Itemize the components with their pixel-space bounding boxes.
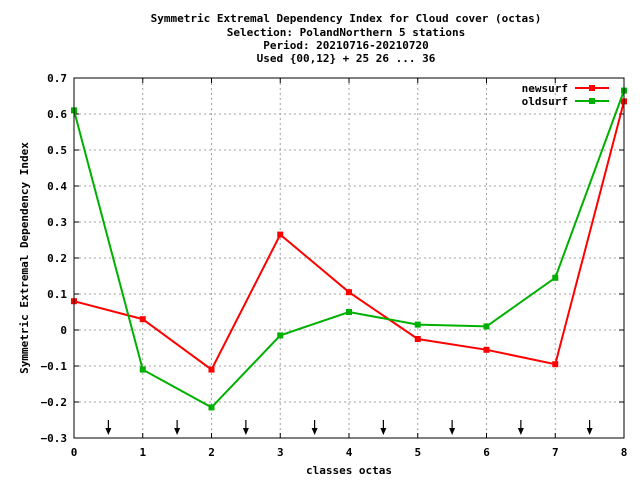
x-tick-label: 1 [139, 446, 146, 459]
x-tick-label: 8 [621, 446, 628, 459]
y-tick-label: 0.2 [47, 252, 67, 265]
y-tick-label: −0.3 [41, 432, 68, 445]
data-point-oldsurf [483, 323, 490, 330]
down-arrow-marker [380, 420, 387, 435]
legend-swatch-marker [589, 98, 595, 104]
y-tick-label: −0.1 [41, 360, 68, 373]
x-tick-label: 5 [414, 446, 421, 459]
data-point-newsurf [346, 289, 352, 296]
x-tick-label: 3 [277, 446, 284, 459]
y-tick-label: 0.5 [47, 144, 67, 157]
down-arrow-marker [311, 420, 318, 435]
data-point-newsurf [277, 231, 284, 238]
y-tick-label: 0.4 [47, 180, 67, 193]
y-tick-label: 0 [60, 324, 67, 337]
chart-title: Symmetric Extremal Dependency Index for … [151, 12, 542, 65]
legend-entry-newsurf: newsurf [522, 82, 609, 95]
data-point-oldsurf [277, 332, 284, 339]
y-axis-label: Symmetric Extremal Dependency Index [18, 142, 31, 374]
y-tick-label: 0.3 [47, 216, 67, 229]
data-point-newsurf [208, 366, 215, 373]
down-arrow-marker [586, 420, 593, 435]
data-point-newsurf [139, 316, 146, 323]
down-arrow-marker [449, 420, 456, 435]
x-axis-label: classes octas [306, 464, 392, 477]
x-tick-label: 7 [552, 446, 559, 459]
legend-label: newsurf [522, 82, 568, 95]
legend-entry-oldsurf: oldsurf [522, 95, 609, 108]
data-point-newsurf [414, 336, 421, 342]
title-line-3: Period: 20210716-20210720 [263, 39, 429, 52]
x-tick-label: 6 [483, 446, 490, 459]
data-point-oldsurf [346, 309, 352, 315]
plot-frame [73, 77, 625, 439]
data-point-oldsurf [414, 321, 421, 328]
y-tick-label: 0.6 [47, 108, 67, 121]
data-point-oldsurf [139, 366, 146, 373]
data-point-newsurf [552, 361, 559, 368]
down-arrow-marker [517, 420, 524, 435]
data-point-oldsurf [552, 274, 559, 281]
title-line-2: Selection: PolandNorthern 5 stations [227, 26, 465, 39]
down-arrow-marker [242, 420, 249, 435]
axis-ticks: 0 1 2 3 4 5 6 7 8 0.7 0.6 0.5 0.4 0.3 0.2 0.1 0 −0.1 −0.2 −… [41, 72, 628, 459]
data-point-newsurf [483, 346, 490, 353]
x-tick-label: 2 [208, 446, 215, 459]
down-arrow-marker [174, 420, 181, 435]
arrow-markers [105, 420, 593, 435]
down-arrow-marker [105, 420, 112, 435]
y-tick-label: 0.1 [47, 288, 67, 301]
legend-label: oldsurf [522, 95, 568, 108]
title-line-1: Symmetric Extremal Dependency Index for … [151, 12, 542, 25]
data-point-oldsurf [208, 404, 215, 411]
x-tick-label: 4 [346, 446, 353, 459]
legend-swatch-marker [589, 85, 595, 91]
x-tick-label: 0 [71, 446, 78, 459]
y-tick-label: −0.2 [41, 396, 68, 409]
grid [74, 78, 624, 438]
title-line-4: Used {00,12} + 25 26 ... 36 [257, 52, 436, 65]
y-tick-label: 0.7 [47, 72, 67, 85]
